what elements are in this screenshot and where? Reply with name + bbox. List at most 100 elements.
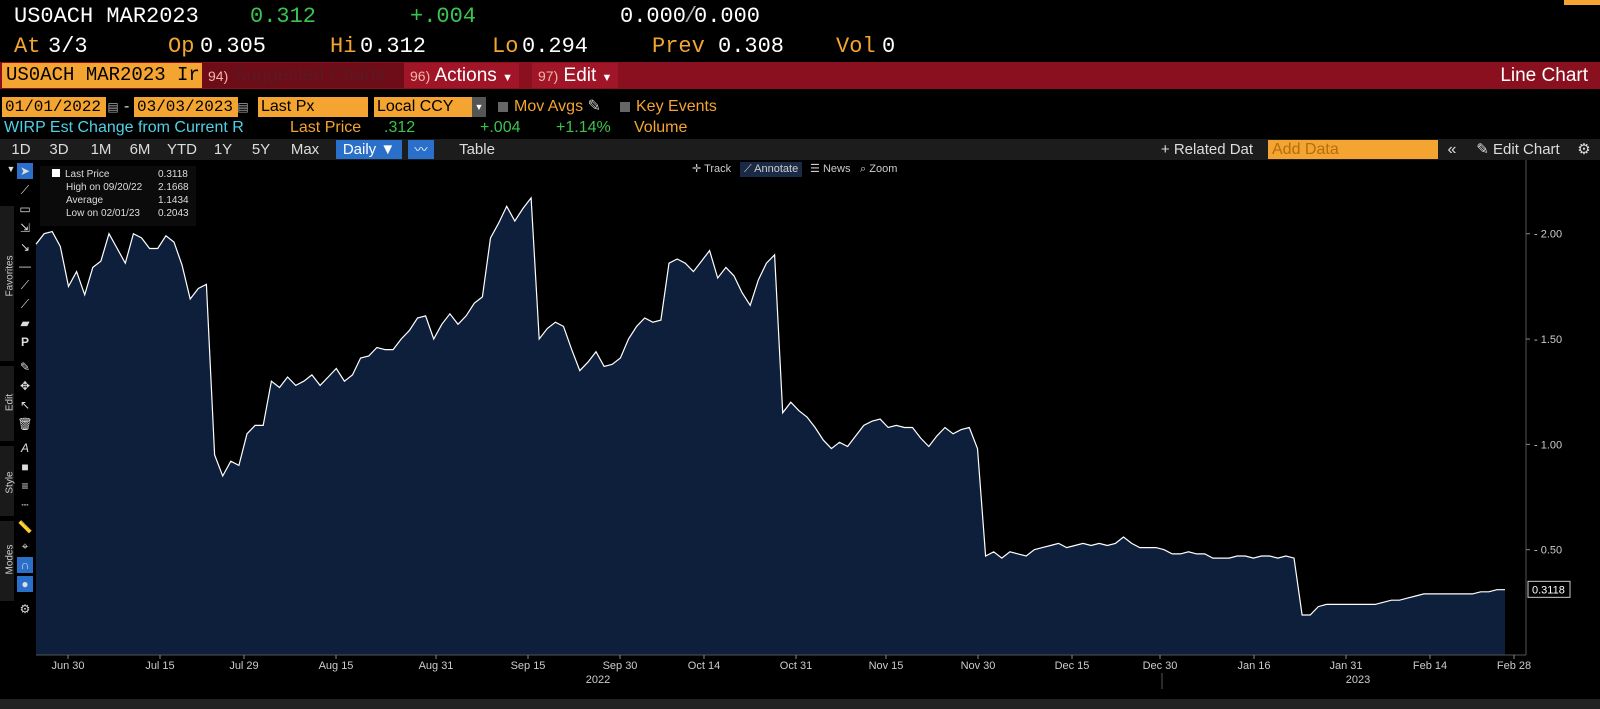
edit-chart-label: Edit Chart (1493, 141, 1560, 158)
line-weight-icon[interactable]: ≡ (21, 479, 29, 493)
mov-avgs-toggle[interactable]: Mov Avgs ✎ (498, 97, 601, 117)
legend-last-value: .312 (384, 119, 416, 136)
period-ytd[interactable]: YTD (167, 141, 197, 158)
mov-avgs-checkbox[interactable] (498, 101, 508, 112)
magnet-icon[interactable]: ∩ (17, 557, 33, 573)
chart-type-label: Line Chart (1500, 65, 1588, 86)
trend-icon[interactable]: ⇲ (19, 221, 31, 235)
x-tick-label: Aug 15 (319, 660, 354, 672)
currency-select[interactable]: Local CCY (374, 97, 472, 117)
key-events-label: Key Events (636, 98, 717, 115)
x-tick-label: Sep 30 (603, 660, 638, 672)
label-p-icon[interactable]: P (20, 335, 29, 349)
draw-line-icon[interactable]: ⟋ (20, 183, 30, 197)
period-5y[interactable]: 5Y (251, 141, 271, 158)
edit-chevron-down-icon: ▼ (601, 72, 613, 84)
field-select[interactable]: Last Px (258, 97, 368, 117)
mode-track-label: Track (704, 163, 732, 175)
low-value: 0.294 (522, 34, 589, 59)
info-last-label: Last Price (65, 169, 110, 180)
price-chart[interactable]: - 0.50 - 1.00 - 1.50 - 2.00 0.3118 Jun 30 Jul … (0, 160, 1600, 700)
rectangle-icon[interactable]: ▭ (19, 202, 31, 216)
text-style-icon[interactable]: A (20, 441, 29, 455)
at-value: 3/3 (48, 34, 88, 59)
pencil-icon[interactable]: ✎ (587, 98, 601, 115)
end-calendar-icon[interactable]: ▤ (237, 100, 249, 114)
segment-icon[interactable]: ⟋ (20, 278, 30, 292)
settings-gear-icon[interactable]: ⚙ (1577, 141, 1591, 158)
crosshair-icon[interactable]: ⌖ (21, 539, 29, 553)
arrow-icon[interactable]: ↘ (19, 240, 31, 254)
edit-menu-button[interactable]: 97) Edit ▼ (532, 63, 619, 88)
collapse-icon[interactable]: « (1447, 141, 1457, 158)
mode-news[interactable]: ☰ News (806, 162, 854, 177)
news-icon: ☰ (810, 163, 820, 175)
volume-value: 0 (882, 34, 896, 59)
line-style-icon[interactable]: ┄ (21, 498, 29, 512)
horizontal-line-icon[interactable]: — (19, 259, 31, 273)
pointer-icon[interactable]: ➤ (17, 163, 33, 179)
info-box: Last Price 0.3118 High on 09/20/22 2.166… (40, 166, 196, 226)
table-button[interactable]: Table (459, 141, 495, 158)
last-value-label: 0.3118 (1532, 584, 1565, 596)
info-row-last: Last Price (52, 168, 109, 181)
x-tick-label: Nov 30 (961, 660, 996, 672)
mode-track[interactable]: ✛ Track (688, 162, 735, 177)
move-icon[interactable]: ✥ (19, 379, 31, 393)
ray-icon[interactable]: ⟋ (20, 297, 30, 311)
currency-dropdown-icon[interactable]: ▼ (472, 97, 486, 117)
legend-volume-label: Volume (634, 119, 688, 136)
edit-chart-button[interactable]: ✎ Edit Chart (1466, 140, 1570, 159)
period-max[interactable]: Max (290, 141, 320, 158)
track-icon: ✛ (692, 163, 702, 175)
add-data-input[interactable]: Add Data (1268, 140, 1438, 159)
at-label: At (14, 34, 41, 59)
mov-avgs-label: Mov Avgs (514, 98, 584, 115)
period-1d[interactable]: 1D (11, 141, 31, 158)
ruler-icon[interactable]: 📏 (17, 520, 33, 534)
select-icon[interactable]: ↖ (19, 398, 31, 412)
legend-pct-change: +1.14% (556, 119, 611, 136)
last-value-tag (1527, 580, 1571, 598)
suggested-charts-button[interactable]: 94) Suggested Charts (202, 63, 404, 88)
mode-annotate[interactable]: ⟋ Annotate (740, 162, 803, 177)
pen-icon[interactable]: ✎ (19, 360, 31, 374)
security-field[interactable]: US0ACH MAR2023 Ir (2, 63, 202, 88)
info-low-label: Low on 02/01/23 (66, 208, 140, 219)
color-mode-icon[interactable]: ● (17, 576, 33, 592)
start-calendar-icon[interactable]: ▤ (107, 100, 119, 114)
actions-menu-button[interactable]: 96) Actions ▼ (404, 63, 519, 88)
key-events-checkbox[interactable] (620, 101, 630, 112)
year-label: 2022 (586, 674, 610, 686)
frequency-select[interactable]: Daily ▼ (336, 140, 402, 159)
prev-value: 0.308 (718, 34, 785, 59)
start-date-input[interactable]: 01/01/2022 (2, 97, 106, 117)
mode-zoom[interactable]: ⌕ Zoom (856, 162, 901, 177)
channel-icon[interactable]: ▰ (20, 316, 30, 330)
related-data-button[interactable]: + Related Dat (1160, 141, 1254, 158)
sidebar-settings-icon[interactable]: ⚙ (19, 602, 31, 616)
modes-strip (0, 521, 14, 601)
trash-icon[interactable]: 🗑 (17, 417, 33, 431)
collapse-triangle-icon[interactable]: ▼ (6, 164, 16, 174)
end-date-input[interactable]: 03/03/2023 (134, 97, 238, 117)
info-average-value: 1.1434 (158, 195, 189, 206)
open-value: 0.305 (200, 34, 267, 59)
key-events-toggle[interactable]: Key Events (620, 97, 717, 117)
period-6m[interactable]: 6M (129, 141, 151, 158)
period-3d[interactable]: 3D (49, 141, 69, 158)
y-tick-label: - 0.50 (1534, 545, 1562, 557)
price-area (36, 197, 1505, 655)
fill-color-icon[interactable]: ■ (21, 460, 29, 474)
x-tick-label: Sep 15 (511, 660, 546, 672)
open-label: Op (168, 34, 195, 59)
period-1y[interactable]: 1Y (213, 141, 233, 158)
annotate-icon: ⟋ (744, 163, 752, 175)
period-1m[interactable]: 1M (90, 141, 112, 158)
annotation-sidebar: Favorites Edit Style Modes ▼ ➤ ⟋ ▭ ⇲ ↘ —… (0, 161, 36, 631)
bid-price: 0.000 (620, 4, 687, 29)
series-title: WIRP Est Change from Current R (4, 119, 244, 136)
line-chart-style-button[interactable]: 〰 (408, 140, 434, 159)
x-tick-label: Jun 30 (51, 660, 84, 672)
actions-number: 96) (410, 68, 431, 84)
